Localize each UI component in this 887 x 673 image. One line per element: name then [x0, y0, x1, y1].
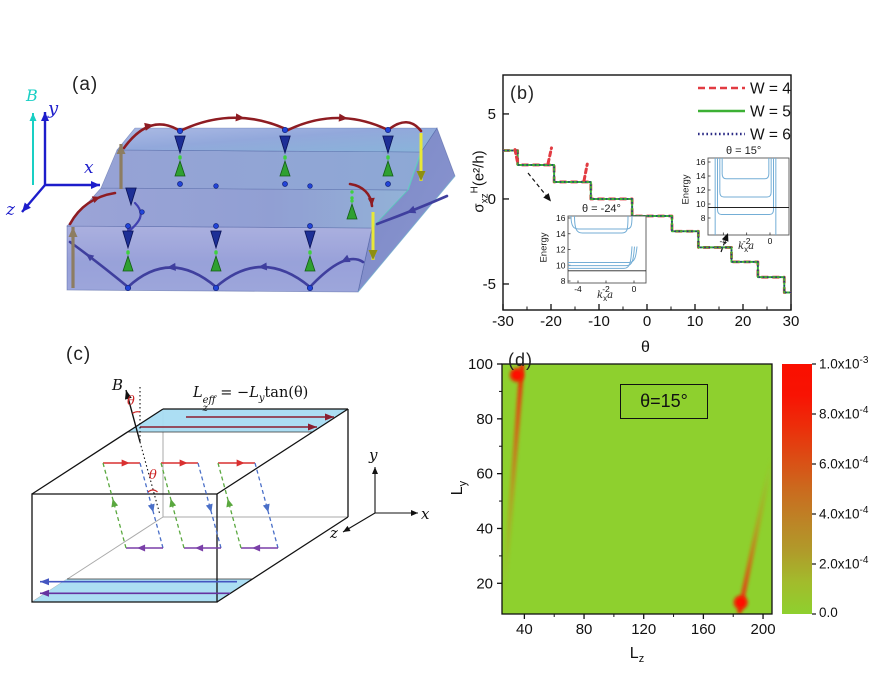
panel-a-illustration	[21, 112, 456, 293]
inset-tick: 10	[556, 260, 566, 270]
x-tick-label: -30	[492, 313, 514, 330]
panel-b-label: (b)	[510, 83, 535, 103]
colorbar-tick-label: 8.0x10-4	[819, 405, 869, 422]
inset-tick: 14	[696, 171, 706, 181]
d-x-tick: 120	[631, 621, 656, 638]
inset-left-xlabel: kxa	[597, 290, 614, 303]
panel-d-label: (d)	[508, 350, 533, 370]
panel-c-label: (c)	[66, 344, 92, 365]
tilt-angle-label-mid: θ	[149, 468, 157, 483]
magnetic-field-label: B	[112, 376, 124, 394]
theta-annotation-box: θ=15°	[620, 384, 708, 419]
panel-d-xlabel: Lz	[629, 645, 645, 666]
inset-right-title: θ = 15°	[726, 145, 762, 157]
legend-label: W = 4	[750, 81, 791, 98]
c-axis-label-z: z	[330, 524, 338, 542]
panel-d-heatmap: 40 80 120 160 200 20 40 60 80 100	[468, 356, 816, 638]
inset-tick: -4	[574, 284, 582, 294]
d-x-tick: 80	[576, 621, 593, 638]
d-y-tick: 20	[476, 575, 493, 592]
field-axis-label-B: B	[26, 86, 38, 105]
legend-label: W = 5	[750, 104, 791, 121]
colorbar-tick-label: 2.0x10-4	[819, 555, 869, 572]
inset-tick: 12	[696, 185, 706, 195]
inset-tick: 16	[696, 157, 706, 167]
inset-right-xlabel: kxa	[738, 241, 755, 254]
d-y-tick: 80	[476, 411, 493, 428]
x-tick-label: 20	[735, 313, 752, 330]
legend-item-W6: W = 6	[698, 127, 791, 144]
panel-c-diagram	[31, 387, 418, 603]
colorbar-tick-label: 6.0x10-4	[819, 455, 869, 472]
inset-tick: 8	[561, 276, 566, 286]
panel-b-ylabel: σxzH(e²/h)	[469, 150, 491, 213]
theta-annotation-text: θ=15°	[640, 391, 688, 411]
x-tick-label: -20	[540, 313, 562, 330]
axis-label-z: z	[6, 200, 15, 220]
x-tick-label: 0	[643, 313, 651, 330]
panel-a-label: (a)	[72, 74, 99, 95]
x-tick-label: 30	[783, 313, 800, 330]
c-axis-label-x: x	[421, 505, 430, 523]
d-x-tick: 200	[751, 621, 776, 638]
inset-tick: -2	[602, 284, 610, 294]
x-tick-label: -10	[588, 313, 610, 330]
axis-label-x: x	[84, 158, 94, 178]
y-tick-label: 0	[488, 191, 496, 208]
ylabel-sigma: σ	[470, 203, 488, 213]
inset-tick: 8	[701, 213, 706, 223]
d-x-tick: 40	[516, 621, 533, 638]
panel-b-xlabel: θ	[641, 339, 650, 356]
inset-tick: 14	[556, 229, 566, 239]
inset-right-ylabel: Energy	[680, 174, 692, 205]
colorbar-tick-label: 4.0x10-4	[819, 505, 869, 522]
legend-item-W4: W = 4	[698, 81, 791, 98]
d-y-tick: 40	[476, 520, 493, 537]
d-x-tick: 160	[691, 621, 716, 638]
inset-tick: 10	[696, 199, 706, 209]
legend-label: W = 6	[750, 127, 791, 144]
panel-d: 40 80 120 160 200 20 40 60 80 100 (d) θ=15° Lz Ly…	[448, 348, 887, 673]
inset-tick: -4	[720, 236, 728, 246]
legend-item-W5: W = 5	[698, 104, 791, 121]
c-axis-label-y: y	[369, 446, 378, 464]
tilt-angle-label-top: θ	[127, 394, 135, 409]
inset-tick: 0	[632, 284, 637, 294]
d-y-tick: 100	[468, 356, 493, 373]
inset-tick: 12	[556, 245, 566, 255]
inset-tick: 16	[556, 213, 566, 223]
inset-left-ylabel: Energy	[538, 232, 550, 263]
panel-d-ylabel: Ly	[448, 480, 470, 496]
d-y-tick: 60	[476, 466, 493, 483]
inset-tick: -2	[743, 236, 751, 246]
y-tick-label: -5	[483, 276, 496, 293]
axis-label-y: y	[48, 98, 59, 119]
colorbar-tick-label: 0.0	[819, 605, 838, 620]
panel-a: (a) B y x z	[0, 0, 460, 330]
y-tick-label: 5	[488, 106, 496, 123]
colorbar-tick-label: 1.0x10-3	[819, 355, 869, 372]
inset-tick: 0	[768, 236, 773, 246]
inset-left-title: θ = -24°	[582, 203, 621, 215]
x-tick-label: 10	[687, 313, 704, 330]
